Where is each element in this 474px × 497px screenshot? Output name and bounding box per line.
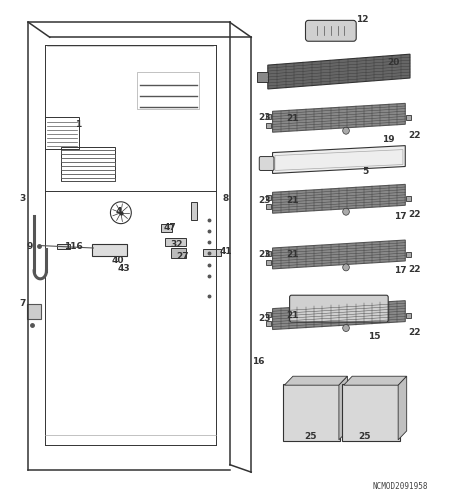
Polygon shape bbox=[273, 301, 405, 330]
Text: 21: 21 bbox=[287, 250, 299, 259]
FancyBboxPatch shape bbox=[203, 248, 221, 256]
FancyBboxPatch shape bbox=[259, 157, 274, 170]
Polygon shape bbox=[268, 54, 410, 89]
Text: 47: 47 bbox=[164, 223, 176, 232]
Polygon shape bbox=[273, 184, 405, 213]
Text: 22: 22 bbox=[409, 329, 421, 337]
FancyBboxPatch shape bbox=[406, 115, 411, 120]
FancyBboxPatch shape bbox=[406, 252, 411, 257]
Text: 22: 22 bbox=[409, 265, 421, 274]
Text: 27: 27 bbox=[176, 252, 189, 261]
Text: 22: 22 bbox=[409, 131, 421, 140]
FancyBboxPatch shape bbox=[266, 204, 271, 209]
Text: 7: 7 bbox=[19, 299, 26, 308]
Text: 21: 21 bbox=[287, 311, 299, 320]
FancyBboxPatch shape bbox=[406, 196, 411, 201]
FancyBboxPatch shape bbox=[283, 384, 340, 441]
Text: 17: 17 bbox=[394, 212, 407, 221]
FancyBboxPatch shape bbox=[266, 251, 271, 256]
Text: 23: 23 bbox=[258, 113, 271, 122]
Text: 9: 9 bbox=[26, 242, 33, 250]
Polygon shape bbox=[398, 376, 407, 440]
FancyBboxPatch shape bbox=[161, 224, 172, 232]
Polygon shape bbox=[339, 376, 347, 440]
Text: 41: 41 bbox=[219, 248, 232, 256]
Text: 1: 1 bbox=[75, 120, 82, 129]
Text: 21: 21 bbox=[287, 114, 299, 123]
Text: 17: 17 bbox=[394, 266, 407, 275]
Text: NCMOD2091958: NCMOD2091958 bbox=[373, 482, 428, 491]
FancyBboxPatch shape bbox=[266, 312, 271, 317]
FancyBboxPatch shape bbox=[342, 384, 400, 441]
Text: 15: 15 bbox=[368, 332, 381, 341]
FancyBboxPatch shape bbox=[266, 195, 271, 200]
Polygon shape bbox=[273, 240, 405, 269]
FancyBboxPatch shape bbox=[266, 114, 271, 119]
Circle shape bbox=[343, 208, 349, 215]
Text: 40: 40 bbox=[111, 256, 124, 265]
FancyBboxPatch shape bbox=[92, 244, 127, 256]
Text: 23: 23 bbox=[258, 196, 271, 205]
FancyBboxPatch shape bbox=[266, 123, 271, 128]
Polygon shape bbox=[273, 146, 405, 173]
Polygon shape bbox=[273, 103, 405, 132]
Text: 43: 43 bbox=[118, 264, 130, 273]
Text: 23: 23 bbox=[258, 314, 271, 323]
FancyBboxPatch shape bbox=[27, 304, 41, 319]
Text: 21: 21 bbox=[287, 196, 299, 205]
Text: 22: 22 bbox=[409, 210, 421, 219]
FancyBboxPatch shape bbox=[57, 244, 70, 249]
Text: 3: 3 bbox=[19, 194, 26, 203]
Circle shape bbox=[343, 264, 349, 271]
Text: 16: 16 bbox=[252, 357, 264, 366]
FancyBboxPatch shape bbox=[171, 248, 186, 258]
Text: 25: 25 bbox=[304, 432, 317, 441]
FancyBboxPatch shape bbox=[290, 295, 388, 322]
FancyBboxPatch shape bbox=[305, 20, 356, 41]
FancyBboxPatch shape bbox=[257, 72, 268, 82]
Text: 19: 19 bbox=[383, 135, 395, 144]
Text: 4: 4 bbox=[115, 207, 122, 216]
FancyBboxPatch shape bbox=[266, 260, 271, 265]
Text: 32: 32 bbox=[170, 240, 182, 248]
FancyBboxPatch shape bbox=[406, 313, 411, 318]
Text: 5: 5 bbox=[362, 167, 368, 176]
Polygon shape bbox=[284, 376, 347, 385]
Text: 25: 25 bbox=[359, 432, 371, 441]
Text: 23: 23 bbox=[258, 250, 271, 259]
Polygon shape bbox=[344, 376, 407, 385]
FancyBboxPatch shape bbox=[45, 117, 79, 149]
FancyBboxPatch shape bbox=[266, 321, 271, 326]
Circle shape bbox=[343, 127, 349, 134]
Text: 20: 20 bbox=[387, 58, 400, 67]
Text: 116: 116 bbox=[64, 242, 83, 250]
Circle shape bbox=[343, 325, 349, 331]
FancyBboxPatch shape bbox=[191, 202, 197, 220]
Text: 12: 12 bbox=[356, 15, 369, 24]
FancyBboxPatch shape bbox=[165, 238, 186, 246]
Text: 8: 8 bbox=[222, 194, 228, 203]
